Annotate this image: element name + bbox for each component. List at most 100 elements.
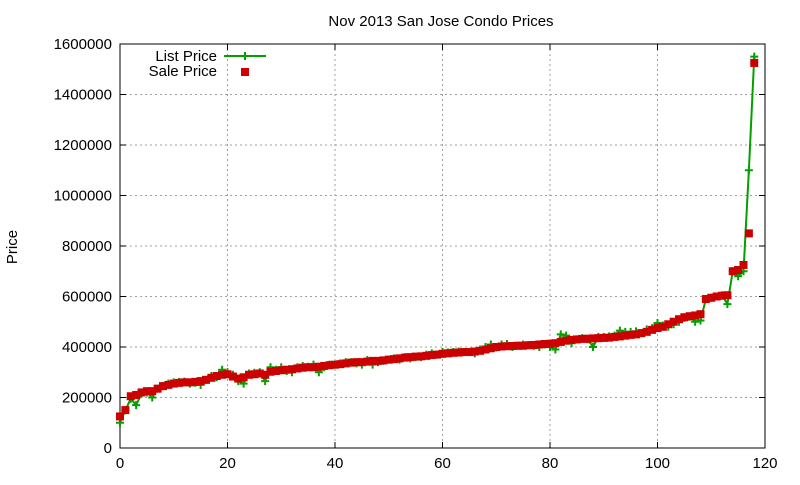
sale-price-point xyxy=(384,355,393,364)
sale-price-point xyxy=(637,329,646,338)
sale-price-point xyxy=(234,374,243,383)
sale-price-point xyxy=(524,341,533,350)
x-tick-label: 80 xyxy=(542,455,559,472)
sale-price-point xyxy=(417,352,425,361)
sale-price-point xyxy=(202,375,210,384)
chart-title: Nov 2013 San Jose Condo Prices xyxy=(328,13,553,30)
sale-price-point xyxy=(658,322,667,331)
sale-price-point xyxy=(734,265,743,274)
sale-price-point xyxy=(336,360,345,369)
sale-price-point xyxy=(680,313,689,322)
sale-price-point xyxy=(691,311,700,320)
sale-price-point xyxy=(325,361,334,370)
sale-price-point xyxy=(739,260,748,269)
sale-price-point xyxy=(626,330,635,339)
sale-price-point xyxy=(191,377,200,386)
legend-marker-sale-price xyxy=(241,68,249,76)
y-tick-label: 600000 xyxy=(62,289,112,306)
sale-price-point xyxy=(180,378,189,387)
sale-price-point xyxy=(438,349,447,358)
sale-price-point xyxy=(341,359,350,368)
sale-price-point xyxy=(519,341,528,350)
sale-price-point xyxy=(513,341,522,350)
sale-price-point xyxy=(126,392,135,401)
sale-price-point xyxy=(599,333,608,342)
x-tick-label: 20 xyxy=(219,455,236,472)
sale-price-point xyxy=(212,372,221,381)
sale-price-point xyxy=(486,344,495,353)
sale-price-point xyxy=(675,315,683,324)
sale-price-point xyxy=(503,342,511,351)
sale-price-point xyxy=(218,370,227,379)
sale-price-point xyxy=(288,365,296,374)
sale-price-point xyxy=(653,324,662,333)
sale-price-point xyxy=(271,366,280,375)
sale-price-point xyxy=(562,336,571,345)
sale-price-point xyxy=(395,354,404,363)
sale-price-point xyxy=(245,370,253,379)
sale-price-point xyxy=(481,345,490,354)
sale-price-point xyxy=(148,387,157,396)
sale-price-point xyxy=(159,382,167,391)
sale-price-point xyxy=(540,339,549,348)
sale-price-point xyxy=(454,348,463,357)
sale-price-point xyxy=(406,353,415,362)
sale-price-point xyxy=(293,364,302,373)
sale-price-point xyxy=(142,387,151,396)
sale-price-point xyxy=(239,373,248,382)
sale-price-point xyxy=(465,348,474,357)
sale-price-point xyxy=(164,380,173,389)
sale-price-point xyxy=(707,293,716,302)
y-tick-label: 1600000 xyxy=(54,36,112,53)
sale-price-point xyxy=(750,58,759,67)
sale-price-point xyxy=(508,341,517,350)
sale-price-point xyxy=(578,334,587,343)
sale-price-point xyxy=(357,358,366,367)
x-tick-label: 40 xyxy=(327,455,344,472)
sale-price-point xyxy=(223,370,232,379)
sale-price-point xyxy=(422,351,431,360)
list-price-point xyxy=(723,300,732,309)
sale-price-point xyxy=(266,367,275,376)
sale-price-point xyxy=(497,342,506,351)
y-axis-label: Price xyxy=(4,230,21,264)
gridlines xyxy=(120,44,765,448)
x-tick-label: 60 xyxy=(434,455,451,472)
sale-price-point xyxy=(615,332,624,341)
legend-label-sale-price: Sale Price xyxy=(149,63,217,80)
sale-price-point xyxy=(492,343,501,351)
y-tick-label: 1200000 xyxy=(54,137,112,154)
y-tick-label: 200000 xyxy=(62,390,112,407)
sale-price-point xyxy=(390,355,399,364)
sale-price-point xyxy=(121,406,130,415)
list-price-point xyxy=(744,166,753,175)
sale-price-point xyxy=(132,390,141,399)
sale-price-point xyxy=(696,310,705,319)
y-tick-label: 400000 xyxy=(62,339,112,356)
y-tick-label: 1000000 xyxy=(54,188,112,205)
sale-price-point xyxy=(352,358,361,367)
sale-price-point xyxy=(712,292,721,301)
x-tick-label: 100 xyxy=(645,455,670,472)
sale-price-point xyxy=(153,384,162,393)
legend: List Price Sale Price xyxy=(149,48,266,80)
sale-price-point xyxy=(298,363,307,372)
x-tick-label: 120 xyxy=(752,455,777,472)
y-tick-label: 1400000 xyxy=(54,87,112,104)
sale-price-point xyxy=(728,267,737,276)
axes: 0 20 40 60 80 100 120 0 200000 400000 600000 800000… xyxy=(54,36,778,472)
sale-price-point xyxy=(449,348,458,357)
sale-price-point xyxy=(400,353,409,362)
sale-price-point xyxy=(648,325,657,334)
legend-marker-list-price xyxy=(241,52,249,60)
sale-price-point xyxy=(546,339,554,348)
sale-price-point xyxy=(610,332,619,341)
sale-price-point xyxy=(685,312,694,321)
sale-price-point xyxy=(228,372,237,381)
y-tick-label: 0 xyxy=(104,440,112,457)
sale-price-point xyxy=(282,365,291,374)
sale-price-point xyxy=(304,363,313,372)
sale-price-point xyxy=(476,346,485,355)
sale-price-point xyxy=(718,291,726,300)
